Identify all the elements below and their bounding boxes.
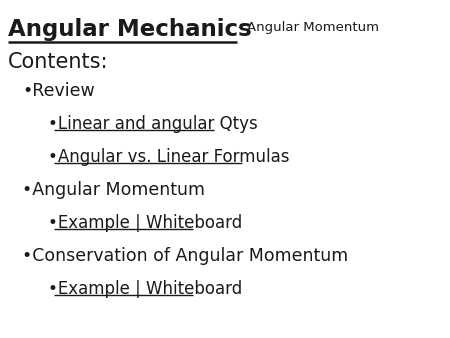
Text: Contents:: Contents:	[8, 52, 108, 72]
Text: •Angular vs. Linear Formulas: •Angular vs. Linear Formulas	[48, 148, 289, 166]
Text: •Linear and angular Qtys: •Linear and angular Qtys	[48, 115, 258, 133]
Text: Angular Mechanics: Angular Mechanics	[8, 18, 252, 41]
Text: •Example | Whiteboard: •Example | Whiteboard	[48, 280, 242, 298]
Text: •Example | Whiteboard: •Example | Whiteboard	[48, 214, 242, 232]
Text: - Angular Momentum: - Angular Momentum	[238, 21, 379, 34]
Text: •Review: •Review	[22, 82, 95, 100]
Text: •Conservation of Angular Momentum: •Conservation of Angular Momentum	[22, 247, 348, 265]
Text: •Angular Momentum: •Angular Momentum	[22, 181, 205, 199]
